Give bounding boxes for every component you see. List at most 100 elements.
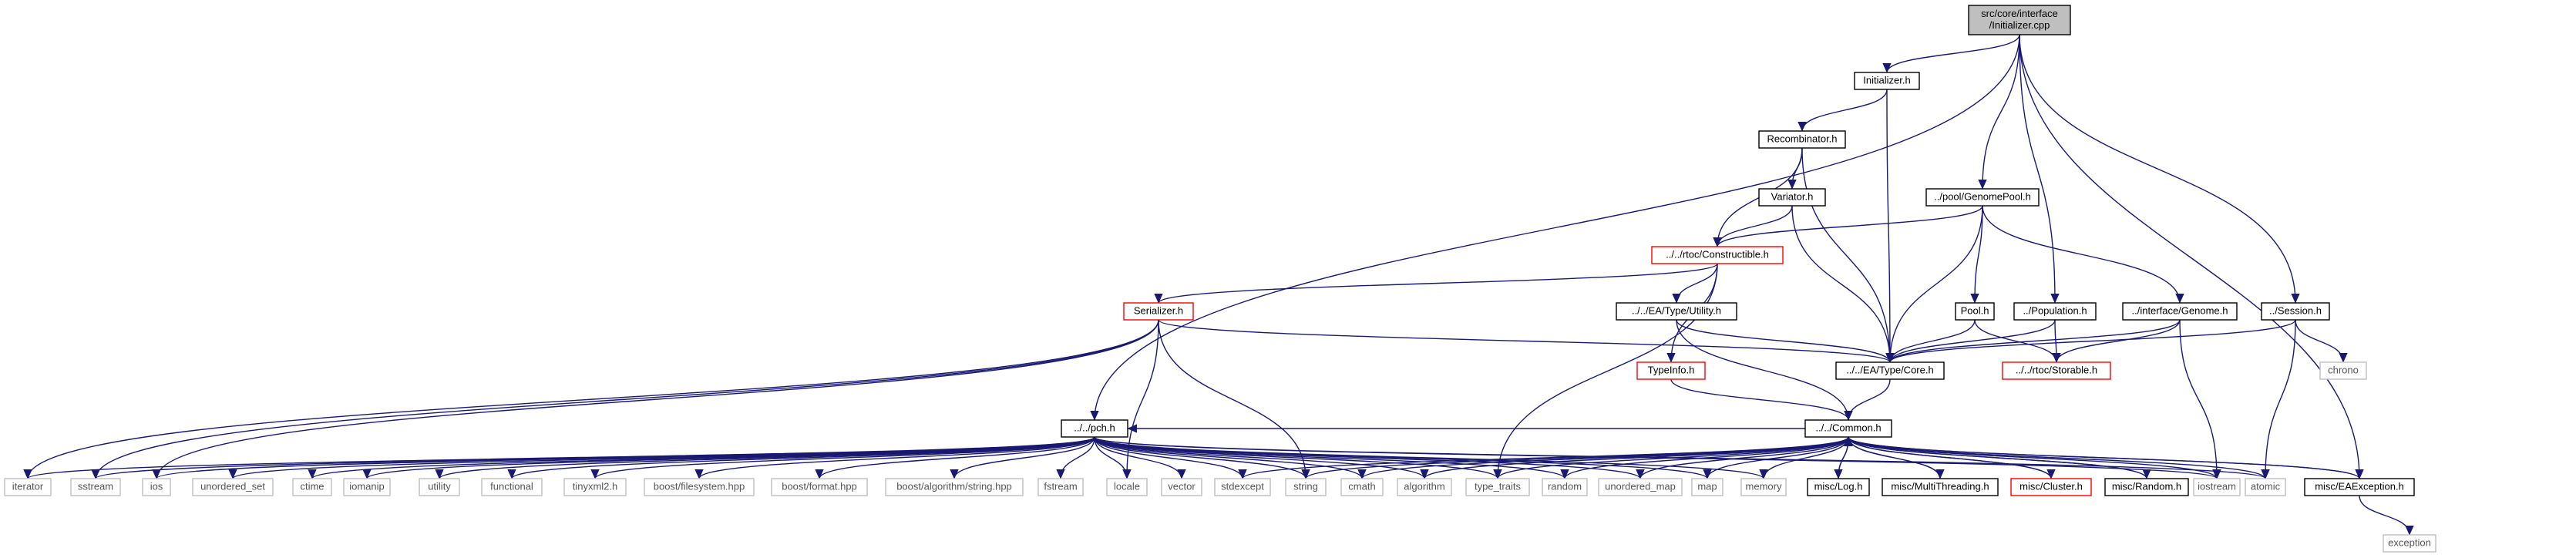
edge-line <box>2052 319 2181 363</box>
node-label: ../../rtoc/Storable.h <box>2016 364 2097 375</box>
node-box <box>1214 478 1271 496</box>
node-box <box>1854 72 1920 90</box>
edge-line <box>362 436 1095 479</box>
edge-pch_h-to-string <box>1094 436 1310 479</box>
node-common-h[interactable]: ../../Common.h <box>1804 419 1892 438</box>
edge-population_h-to-core_h <box>1885 319 2056 363</box>
node-box <box>1968 5 2071 35</box>
edge-line <box>2295 319 2348 363</box>
node-label: TypeInfo.h <box>1648 364 1695 375</box>
edge-line <box>1844 378 1891 421</box>
node-box <box>1037 478 1084 496</box>
edge-common_h-to-algorithm <box>1420 436 1849 479</box>
node-recombinator-h[interactable]: Recombinator.h <box>1758 130 1846 149</box>
node-functional: functional <box>481 478 543 496</box>
edge-pch_h-to-sstream <box>91 436 1095 479</box>
edge-initializer_h-to-core_h <box>1885 89 1895 363</box>
node-label: utility <box>428 480 451 492</box>
node-label: ../Population.h <box>2023 304 2087 316</box>
node-session-h[interactable]: ../Session.h <box>2261 302 2330 321</box>
node-multithreading-h[interactable]: misc/MultiThreading.h <box>1882 478 1999 496</box>
edge-pch_h-to-algorithm <box>1094 436 1429 479</box>
node-genome-h[interactable]: ../interface/Genome.h <box>2122 302 2238 321</box>
edge-constructible_h-to-utility_h <box>1672 263 1718 304</box>
node-box <box>2304 478 2415 496</box>
node-variator-h[interactable]: Variator.h <box>1758 188 1826 207</box>
node-label: ios <box>150 480 163 492</box>
node-root[interactable]: src/core/interface/Initializer.cpp <box>1968 5 2071 35</box>
node-label: algorithm <box>1404 480 1444 492</box>
node-label: ../../EA/Type/Core.h <box>1846 364 1933 375</box>
edge-pch_h-to-boost_algorithm <box>950 436 1095 479</box>
node-box <box>771 478 868 496</box>
node-eaexception-h[interactable]: misc/EAException.h <box>2304 478 2415 496</box>
edge-line <box>1844 436 2052 479</box>
edge-line <box>1676 319 1853 421</box>
node-constructible-h[interactable]: ../../rtoc/Constructible.h <box>1651 246 1784 264</box>
node-box <box>885 478 1024 496</box>
node-pool-h[interactable]: Pool.h <box>1955 302 1995 321</box>
node-box <box>2245 478 2286 496</box>
node-memory: memory <box>1740 478 1787 496</box>
node-genomepool-h[interactable]: ../pool/GenomePool.h <box>1925 188 2040 207</box>
node-core-h[interactable]: ../../EA/Type/Core.h <box>1835 361 1945 380</box>
edge-line <box>308 436 1095 479</box>
edge-serializer_h-to-core_h <box>1158 319 1895 363</box>
node-box <box>2193 478 2241 496</box>
edge-line <box>1094 436 1768 479</box>
node-label: type_traits <box>1475 480 1521 492</box>
node-string: string <box>1285 478 1327 496</box>
node-box <box>1106 478 1148 496</box>
edge-line <box>590 436 1095 479</box>
node-label: iostream <box>2198 480 2236 492</box>
node-log-h[interactable]: misc/Log.h <box>1807 478 1870 496</box>
node-box <box>2002 361 2111 380</box>
node-exception: exception <box>2383 534 2436 553</box>
node-label: exception <box>2388 536 2431 548</box>
node-box <box>2383 534 2436 553</box>
edge-common_h-to-map <box>1703 436 1849 479</box>
node-storable-h[interactable]: ../../rtoc/Storable.h <box>2002 361 2111 380</box>
edge-line <box>1885 319 2296 363</box>
edge-line <box>1848 436 2270 479</box>
edge-line <box>1797 89 1888 132</box>
node-ctime: ctime <box>292 478 332 496</box>
node-random-h[interactable]: misc/Random.h <box>2104 478 2189 496</box>
node-label: ../pool/GenomePool.h <box>1934 190 2031 202</box>
edge-line <box>1094 436 1247 479</box>
node-box <box>1397 478 1452 496</box>
node-label: iterator <box>12 480 44 492</box>
edge-line <box>1094 436 1429 479</box>
edge-genomepool_h-to-constructible_h <box>1713 205 1983 247</box>
edge-line <box>228 436 1095 479</box>
node-vector: vector <box>1161 478 1202 496</box>
edge-line <box>1420 436 1849 479</box>
edge-root-to-genomepool_h <box>1978 34 2020 190</box>
edge-line <box>1885 205 1983 363</box>
node-box <box>1758 130 1846 149</box>
edge-line <box>2019 34 2300 304</box>
edge-line <box>1676 319 1895 363</box>
edge-pch_h-to-cmath <box>1094 436 1367 479</box>
edge-serializer_h-to-string <box>1158 319 1310 479</box>
node-box <box>1465 478 1530 496</box>
node-iostream: iostream <box>2193 478 2241 496</box>
node-cmath: cmath <box>1340 478 1384 496</box>
node-box <box>192 478 274 496</box>
edge-genomepool_h-to-core_h <box>1885 205 1983 363</box>
node-population-h[interactable]: ../Population.h <box>2013 302 2097 321</box>
node-boost-algorithm: boost/algorithm/string.hpp <box>885 478 1024 496</box>
node-serializer-h[interactable]: Serializer.h <box>1123 302 1194 321</box>
node-cluster-h[interactable]: misc/Cluster.h <box>2010 478 2092 496</box>
edge-line <box>1056 436 1095 479</box>
node-typeinfo-h[interactable]: TypeInfo.h <box>1636 361 1706 380</box>
edge-pch_h-to-functional <box>507 436 1095 479</box>
node-initializer-h[interactable]: Initializer.h <box>1854 72 1920 90</box>
node-pch-h[interactable]: ../../pch.h <box>1061 419 1128 438</box>
node-chrono: chrono <box>2319 361 2367 380</box>
edge-line <box>1154 263 1718 304</box>
node-box <box>1598 478 1683 496</box>
node-utility-h[interactable]: ../../EA/Type/Utility.h <box>1616 302 1737 321</box>
node-label: misc/MultiThreading.h <box>1891 480 1989 492</box>
